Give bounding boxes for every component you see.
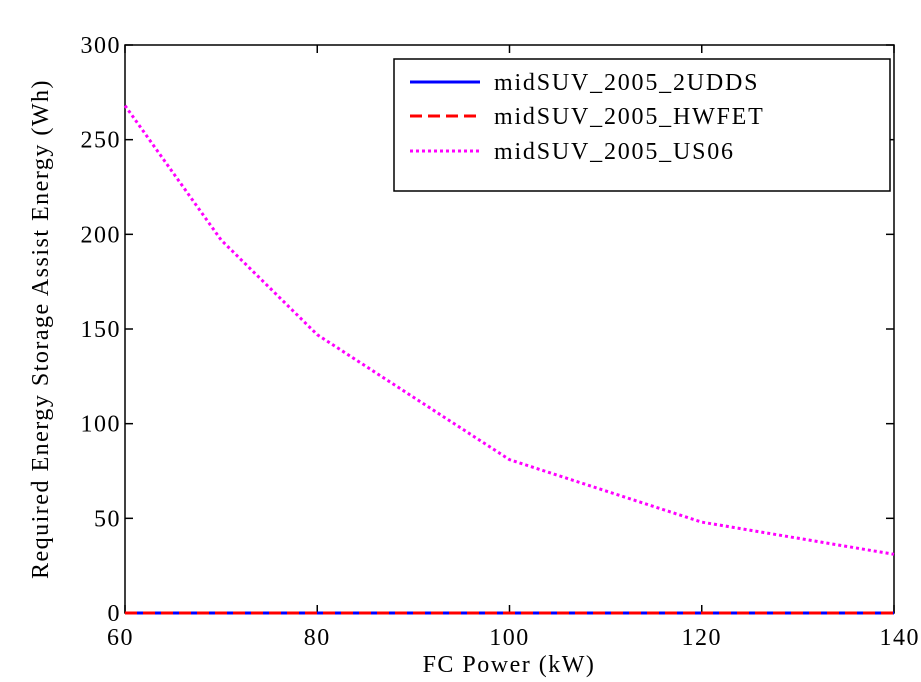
series-layer bbox=[123, 104, 895, 615]
x-tick-label: 60 bbox=[107, 625, 134, 651]
x-axis-label: FC Power (kW) bbox=[423, 652, 596, 678]
y-tick-label: 200 bbox=[81, 222, 122, 248]
legend-label: midSUV_2005_US06 bbox=[494, 139, 735, 165]
y-axis-label: Required Energy Storage Assist Energy (W… bbox=[28, 79, 54, 579]
y-tick-label: 100 bbox=[81, 412, 122, 438]
y-tick-label: 0 bbox=[108, 601, 122, 627]
y-tick-label: 150 bbox=[81, 317, 122, 343]
x-tick-label: 100 bbox=[489, 625, 530, 651]
y-tick-label: 50 bbox=[94, 506, 121, 532]
x-axis: 60 80 100 120 140 bbox=[107, 45, 921, 651]
legend-label: midSUV_2005_2UDDS bbox=[494, 70, 759, 96]
y-tick-label: 300 bbox=[81, 33, 122, 59]
y-tick-label: 250 bbox=[81, 128, 122, 154]
x-tick-label: 140 bbox=[880, 625, 921, 651]
legend-label: midSUV_2005_HWFET bbox=[494, 104, 765, 130]
x-tick-label: 80 bbox=[304, 625, 331, 651]
x-tick-label: 120 bbox=[682, 625, 723, 651]
series-line-3 bbox=[123, 104, 895, 556]
legend: midSUV_2005_2UDDS midSUV_2005_HWFET midSUV… bbox=[393, 58, 891, 192]
y-axis: 0 50 100 150 200 250 300 bbox=[81, 33, 894, 627]
